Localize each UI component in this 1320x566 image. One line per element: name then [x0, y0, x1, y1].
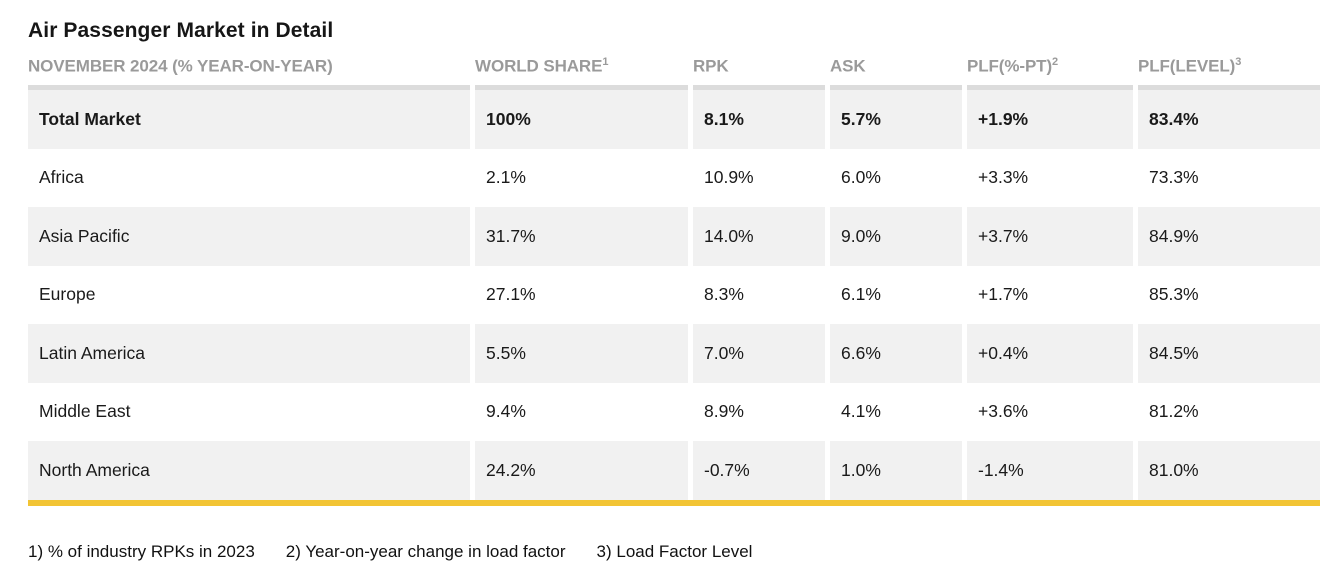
- column-header-label: RPK: [693, 56, 729, 76]
- ask-cell: 9.0%: [830, 207, 962, 266]
- table-row-europe: Europe 27.1% 8.3% 6.1% +1.7% 85.3%: [28, 265, 1320, 324]
- ask-cell: 6.1%: [830, 265, 962, 324]
- column-header-label: PLF(LEVEL): [1138, 56, 1236, 76]
- plf-level-cell: 84.5%: [1138, 324, 1320, 383]
- plf-level-cell: 85.3%: [1138, 265, 1320, 324]
- column-header-footnote-ref: 3: [1235, 55, 1242, 68]
- footnote-3: 3) Load Factor Level: [596, 541, 753, 561]
- footnote-1: 1) % of industry RPKs in 2023: [28, 541, 255, 561]
- table-row-total-market: Total Market 100% 8.1% 5.7% +1.9% 83.4%: [28, 90, 1320, 149]
- plf-level-cell: 83.4%: [1138, 90, 1320, 149]
- ask-cell: 1.0%: [830, 441, 962, 500]
- top-rule-segment: [693, 85, 825, 90]
- top-rule-segment: [28, 85, 470, 90]
- world-share-cell: 5.5%: [475, 324, 688, 383]
- column-header-label: WORLD SHARE: [475, 56, 603, 76]
- table-row-asia-pacific: Asia Pacific 31.7% 14.0% 9.0% +3.7% 84.9…: [28, 207, 1320, 266]
- column-header-rpk: RPK: [693, 56, 825, 77]
- world-share-cell: 31.7%: [475, 207, 688, 266]
- world-share-cell: 24.2%: [475, 441, 688, 500]
- region-cell: Latin America: [28, 324, 470, 383]
- plf-pt-cell: +1.9%: [967, 90, 1133, 149]
- rpk-cell: 8.1%: [693, 90, 825, 149]
- table-row-latin-america: Latin America 5.5% 7.0% 6.6% +0.4% 84.5%: [28, 324, 1320, 383]
- column-header-label: PLF(%-PT): [967, 56, 1053, 76]
- region-cell: Middle East: [28, 382, 470, 441]
- plf-level-cell: 81.0%: [1138, 441, 1320, 500]
- rpk-cell: 14.0%: [693, 207, 825, 266]
- top-rule-segment: [1138, 85, 1320, 90]
- table-header-row: NOVEMBER 2024 (% YEAR-ON-YEAR) WORLD SHA…: [28, 51, 1320, 81]
- region-cell: North America: [28, 441, 470, 500]
- top-rule-segment: [475, 85, 688, 90]
- column-header-world-share: WORLD SHARE1: [475, 56, 688, 77]
- plf-pt-cell: +1.7%: [967, 265, 1133, 324]
- ask-cell: 4.1%: [830, 382, 962, 441]
- rpk-cell: -0.7%: [693, 441, 825, 500]
- ask-cell: 6.6%: [830, 324, 962, 383]
- rpk-cell: 7.0%: [693, 324, 825, 383]
- column-header-footnote-ref: 2: [1052, 55, 1059, 68]
- plf-level-cell: 81.2%: [1138, 382, 1320, 441]
- top-rule-segment: [830, 85, 962, 90]
- plf-pt-cell: +3.7%: [967, 207, 1133, 266]
- column-header-ask: ASK: [830, 56, 962, 77]
- footnote-2: 2) Year-on-year change in load factor: [285, 541, 566, 561]
- rpk-cell: 8.9%: [693, 382, 825, 441]
- rpk-cell: 10.9%: [693, 148, 825, 207]
- table-row-africa: Africa 2.1% 10.9% 6.0% +3.3% 73.3%: [28, 148, 1320, 207]
- accent-bar: [28, 499, 1320, 506]
- plf-pt-cell: +3.3%: [967, 148, 1133, 207]
- plf-level-cell: 73.3%: [1138, 148, 1320, 207]
- footnotes: 1) % of industry RPKs in 2023 2) Year-on…: [28, 542, 1320, 562]
- world-share-cell: 27.1%: [475, 265, 688, 324]
- world-share-cell: 100%: [475, 90, 688, 149]
- world-share-cell: 2.1%: [475, 148, 688, 207]
- plf-level-cell: 84.9%: [1138, 207, 1320, 266]
- column-header-footnote-ref: 1: [602, 55, 609, 68]
- rpk-cell: 8.3%: [693, 265, 825, 324]
- plf-pt-cell: +3.6%: [967, 382, 1133, 441]
- world-share-cell: 9.4%: [475, 382, 688, 441]
- ask-cell: 6.0%: [830, 148, 962, 207]
- region-cell: Africa: [28, 148, 470, 207]
- region-cell: Total Market: [28, 90, 470, 149]
- plf-pt-cell: -1.4%: [967, 441, 1133, 500]
- column-header-plf-level: PLF(LEVEL)3: [1138, 56, 1320, 77]
- column-header-label: ASK: [830, 56, 866, 76]
- air-passenger-market-table: NOVEMBER 2024 (% YEAR-ON-YEAR) WORLD SHA…: [28, 51, 1320, 506]
- ask-cell: 5.7%: [830, 90, 962, 149]
- page-title: Air Passenger Market in Detail: [28, 19, 334, 42]
- region-cell: Asia Pacific: [28, 207, 470, 266]
- plf-pt-cell: +0.4%: [967, 324, 1133, 383]
- column-header-label: NOVEMBER 2024 (% YEAR-ON-YEAR): [28, 56, 333, 76]
- region-cell: Europe: [28, 265, 470, 324]
- table-row-north-america: North America 24.2% -0.7% 1.0% -1.4% 81.…: [28, 441, 1320, 500]
- table-row-middle-east: Middle East 9.4% 8.9% 4.1% +3.6% 81.2%: [28, 382, 1320, 441]
- column-header-plf-pt: PLF(%-PT)2: [967, 56, 1133, 77]
- table-top-rule: [28, 85, 1320, 90]
- top-rule-segment: [967, 85, 1133, 90]
- column-header-period: NOVEMBER 2024 (% YEAR-ON-YEAR): [28, 56, 470, 77]
